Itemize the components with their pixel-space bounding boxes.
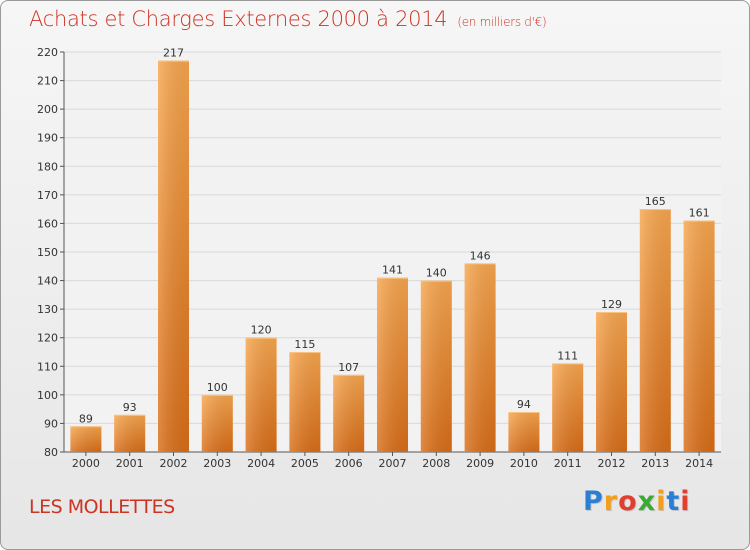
data-label: 165 xyxy=(645,195,666,208)
chart-subtitle: (en milliers d'€) xyxy=(457,15,547,29)
bar-shade xyxy=(377,277,408,452)
data-label: 146 xyxy=(470,249,491,262)
chart-title: Achats et Charges Externes 2000 à 2014 (e… xyxy=(29,7,547,31)
x-tick-label: 2003 xyxy=(203,457,231,470)
y-tick-label: 120 xyxy=(37,332,58,345)
place-name: LES MOLLETTES xyxy=(29,496,175,518)
x-tick-label: 2002 xyxy=(160,457,188,470)
bar-shade xyxy=(70,426,102,452)
data-label: 161 xyxy=(689,207,710,220)
x-tick-label: 2009 xyxy=(466,457,494,470)
data-label: 140 xyxy=(426,267,447,280)
proxiti-logo: Proxiti xyxy=(583,486,691,517)
bar-shade xyxy=(596,312,627,452)
x-tick-label: 2005 xyxy=(291,457,319,470)
y-tick-label: 190 xyxy=(37,132,58,145)
bar-shade xyxy=(420,280,452,452)
data-label: 217 xyxy=(163,47,184,60)
bar-shade xyxy=(289,352,321,452)
x-tick-label: 2007 xyxy=(379,457,407,470)
y-tick-label: 130 xyxy=(37,303,58,316)
logo-letter: o xyxy=(618,486,638,517)
data-label: 141 xyxy=(382,264,403,277)
y-tick-label: 90 xyxy=(44,417,58,430)
x-tick-label: 2010 xyxy=(510,457,538,470)
bar-shade xyxy=(552,363,584,452)
data-label: 100 xyxy=(207,381,228,394)
bar-shade xyxy=(245,337,277,452)
bar-shade xyxy=(639,209,671,452)
data-label: 94 xyxy=(517,398,531,411)
x-tick-label: 2013 xyxy=(641,457,669,470)
y-tick-label: 100 xyxy=(37,389,58,402)
logo-letter: t xyxy=(666,486,681,517)
bar-shade xyxy=(333,374,365,452)
y-tick-label: 200 xyxy=(37,103,58,116)
bar-shade xyxy=(201,394,233,452)
x-tick-label: 2008 xyxy=(422,457,450,470)
data-label: 115 xyxy=(294,338,315,351)
data-label: 107 xyxy=(338,361,359,374)
x-tick-label: 2004 xyxy=(247,457,275,470)
logo-letter: i xyxy=(680,486,691,517)
x-tick-label: 2014 xyxy=(685,457,713,470)
data-label: 89 xyxy=(79,412,93,425)
logo-letter: P xyxy=(583,486,604,517)
bar-shade xyxy=(158,60,189,452)
x-tick-label: 2011 xyxy=(554,457,582,470)
y-tick-label: 210 xyxy=(37,75,58,88)
bar-shade xyxy=(508,412,540,452)
x-tick-label: 2012 xyxy=(598,457,626,470)
y-tick-label: 180 xyxy=(37,160,58,173)
y-tick-label: 220 xyxy=(37,46,58,59)
logo-letter: r xyxy=(603,486,619,517)
data-label: 129 xyxy=(601,298,622,311)
data-label: 120 xyxy=(251,324,272,337)
x-tick-label: 2006 xyxy=(335,457,363,470)
data-label: 111 xyxy=(557,349,578,362)
bar-shade xyxy=(114,414,146,452)
bar-shade xyxy=(464,263,496,452)
logo-letter: i xyxy=(656,486,667,517)
y-tick-label: 110 xyxy=(37,360,58,373)
x-tick-label: 2000 xyxy=(72,457,100,470)
x-tick-label: 2001 xyxy=(116,457,144,470)
y-tick-label: 140 xyxy=(37,275,58,288)
y-tick-label: 150 xyxy=(37,246,58,259)
y-tick-label: 160 xyxy=(37,217,58,230)
logo-letter: x xyxy=(637,486,657,517)
chart-title-text: Achats et Charges Externes 2000 à 2014 xyxy=(29,7,448,31)
y-tick-label: 80 xyxy=(44,446,58,459)
y-tick-label: 170 xyxy=(37,189,58,202)
bar-shade xyxy=(683,220,715,452)
data-label: 93 xyxy=(123,401,137,414)
